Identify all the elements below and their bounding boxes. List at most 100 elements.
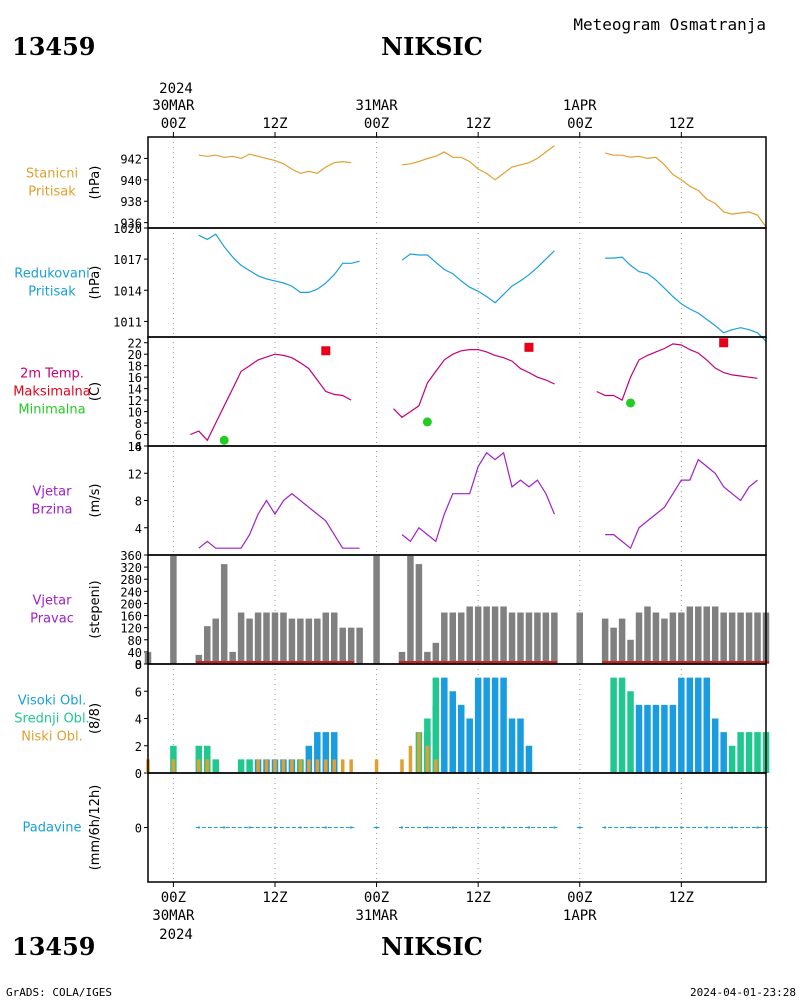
cloud-bar (273, 759, 277, 773)
cloud-bar (678, 677, 685, 773)
precip-bar (731, 826, 734, 829)
cloud-bar (669, 704, 677, 773)
direction-bar (356, 627, 363, 664)
panel-label: 2m Temp. (20, 367, 84, 382)
direction-bar (652, 612, 660, 664)
direction-bar (347, 627, 355, 664)
series-line-2 (605, 256, 767, 342)
cloud-bar (205, 759, 210, 773)
cloud-bar (197, 759, 201, 773)
cloud-bar (652, 704, 660, 773)
time-label-top-1: 12Z (262, 116, 287, 132)
series-line-0 (198, 492, 360, 549)
series-line-0 (190, 353, 352, 442)
y-tick-label: 200 (120, 597, 142, 611)
top-time-axis: 00Z 30MAR 12Z 00Z 31MAR 12Z 00Z 1APR 12Z (152, 98, 694, 137)
station-name-top: NIKSIC (381, 32, 483, 61)
min-temp-marker (219, 435, 229, 445)
direction-bar (576, 612, 584, 664)
precip-bar (477, 826, 480, 829)
panel-label: Vjetar (33, 594, 73, 609)
series-line-0 (198, 233, 360, 293)
y-tick-label: 936 (120, 217, 142, 231)
direction-bar (635, 612, 643, 664)
panel-frame (147, 227, 767, 338)
precip-bar (756, 826, 759, 829)
cloud-bar (298, 759, 303, 773)
direction-bar (551, 612, 558, 664)
max-temp-marker (719, 338, 729, 348)
station-name-bottom: NIKSIC (381, 932, 483, 961)
panels: 936938940942(hPa)StanicniPritisak1011101… (13, 136, 770, 883)
date-label-bottom-4: 1APR (563, 908, 597, 924)
direction-bar (170, 555, 177, 664)
cloud-bar (307, 759, 311, 773)
direction-bar (474, 606, 482, 664)
direction-bar (212, 618, 219, 664)
direction-bar (661, 618, 668, 664)
station-id-top: 13459 (12, 32, 96, 61)
direction-bar (737, 612, 744, 664)
y-tick-label: 240 (120, 585, 142, 599)
cloud-bar (474, 677, 482, 773)
cloud-bar (246, 759, 253, 773)
y-tick-label: 4 (135, 713, 142, 727)
panel-label: Maksimalna (13, 385, 91, 400)
y-tick-label: 942 (120, 152, 142, 166)
cloud-bar (720, 732, 727, 773)
direction-bar (229, 651, 236, 664)
panel-frame (147, 445, 767, 556)
panel-label: Srednji Obl. (14, 712, 89, 727)
panel-label: Minimalna (18, 403, 85, 418)
panel-label: Padavine (23, 821, 82, 836)
credit-label: GrADS: COLA/IGES (6, 986, 112, 999)
time-label-top-4: 00Z (567, 116, 592, 132)
cloud-bar (374, 759, 379, 773)
direction-bar (297, 618, 304, 664)
y-tick-label: 280 (120, 573, 142, 587)
series-line-1 (401, 250, 555, 304)
station-id-bottom: 13459 (12, 932, 96, 961)
precip-bar (324, 826, 327, 829)
y-tick-label: 320 (120, 561, 142, 575)
cloud-bar (457, 704, 465, 773)
cloud-bar (408, 745, 413, 773)
y-tick-label: 0 (135, 658, 142, 672)
y-tick-label: 1017 (113, 253, 142, 267)
series-line-2 (605, 152, 767, 228)
bottom-time-axis: 30MAR 00Z 12Z 31MAR 00Z 12Z 1APR 00Z 12Z (152, 882, 694, 924)
y-tick-label: 6 (135, 685, 142, 699)
y-tick-label: 1020 (113, 222, 142, 236)
y-tick-label: 10 (128, 406, 142, 420)
time-label-bottom-3: 12Z (466, 890, 491, 906)
cloud-bar (491, 677, 499, 773)
cloud-bar (644, 704, 651, 773)
panel-frame (147, 772, 767, 883)
direction-bar (678, 612, 685, 664)
y-tick-label: 12 (128, 467, 142, 481)
cloud-bar (340, 759, 345, 773)
direction-bar (322, 612, 330, 664)
y-axis-label: (mm/6h/12h) (88, 785, 103, 871)
y-axis-label: (hPa) (88, 166, 103, 200)
cloud-bar (324, 759, 328, 773)
time-label-top-2: 00Z (364, 116, 389, 132)
cloud-bar (264, 759, 269, 773)
precip-bar (451, 826, 454, 829)
cloud-bar (432, 677, 440, 773)
direction-bar (508, 612, 516, 664)
panel-label: Pritisak (28, 185, 76, 200)
cloud-bar (711, 718, 719, 773)
direction-bar (525, 612, 533, 664)
min-temp-marker (422, 417, 432, 427)
chart-subtitle: Meteogram Osmatranja (573, 15, 766, 34)
cloud-bar (695, 677, 702, 773)
panel-label: Pritisak (28, 285, 76, 300)
direction-bar (415, 564, 423, 664)
direction-bar (398, 651, 406, 664)
direction-bar (263, 612, 270, 664)
panel-label: Redukovani (14, 267, 89, 282)
direction-bar (703, 606, 710, 664)
